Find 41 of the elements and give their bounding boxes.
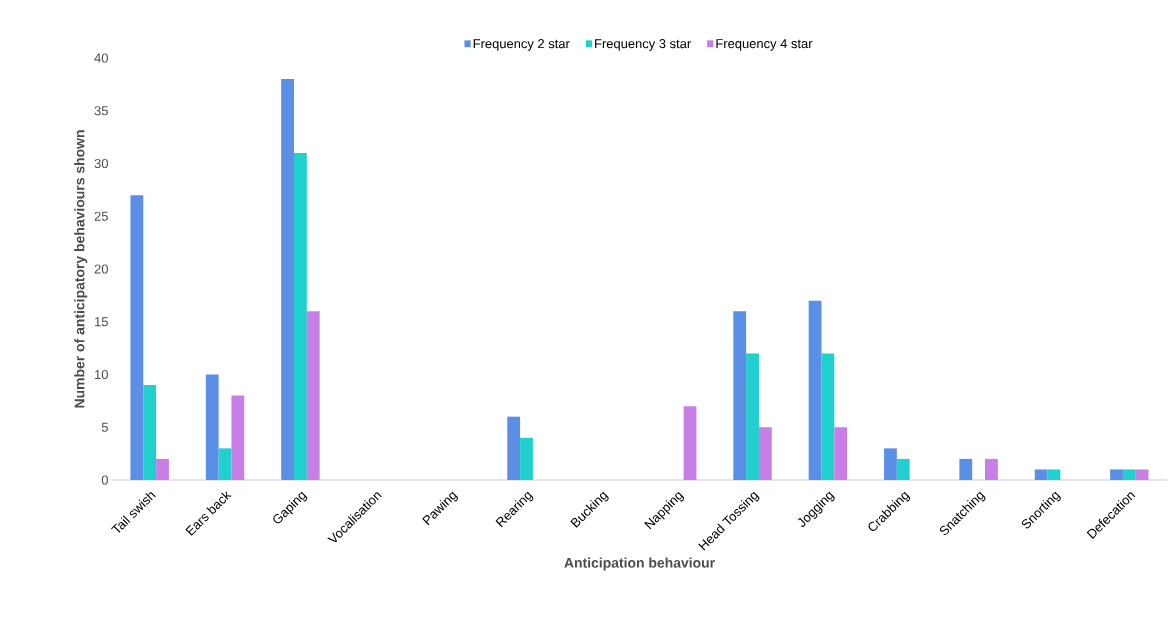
bar (733, 311, 747, 480)
bar (130, 195, 144, 480)
bar (205, 374, 219, 480)
bar (1135, 469, 1149, 480)
legend-label: Frequency 4 star (716, 39, 813, 51)
bar (959, 458, 973, 480)
bar (683, 406, 697, 480)
y-tick-label: 40 (94, 53, 108, 63)
bar (808, 300, 822, 480)
bar (746, 353, 759, 480)
bar (758, 427, 772, 480)
bar (896, 458, 910, 480)
y-tick-label: 0 (101, 475, 108, 485)
y-tick-label: 20 (94, 264, 108, 274)
y-tick-label: 10 (95, 369, 108, 380)
bar (985, 458, 998, 480)
y-tick-label: 35 (94, 106, 108, 116)
bar (143, 385, 157, 480)
y-tick-label: 30 (94, 158, 108, 169)
bar (156, 458, 169, 480)
bar (507, 416, 521, 480)
bar (821, 353, 835, 480)
bar (306, 311, 320, 480)
y-tick-label: 25 (94, 211, 108, 221)
bar (834, 427, 848, 480)
y-tick-label: 5 (101, 422, 108, 432)
legend-label: Frequency 3 star (595, 39, 691, 51)
bar (281, 79, 294, 480)
y-tick-label: 15 (95, 317, 108, 327)
bar (1122, 469, 1136, 480)
bar (520, 437, 533, 480)
bar (293, 152, 307, 480)
x-axis-title: Anticipation behaviour (564, 557, 715, 571)
bar (884, 448, 897, 480)
bar (1047, 469, 1061, 480)
bar (1110, 469, 1123, 480)
legend-label: Frequency 2 star (473, 39, 570, 51)
bar (218, 448, 232, 480)
bar (231, 395, 245, 480)
bar (1034, 469, 1048, 480)
y-axis-title: Number of anticipatory behaviours shown (74, 130, 88, 408)
